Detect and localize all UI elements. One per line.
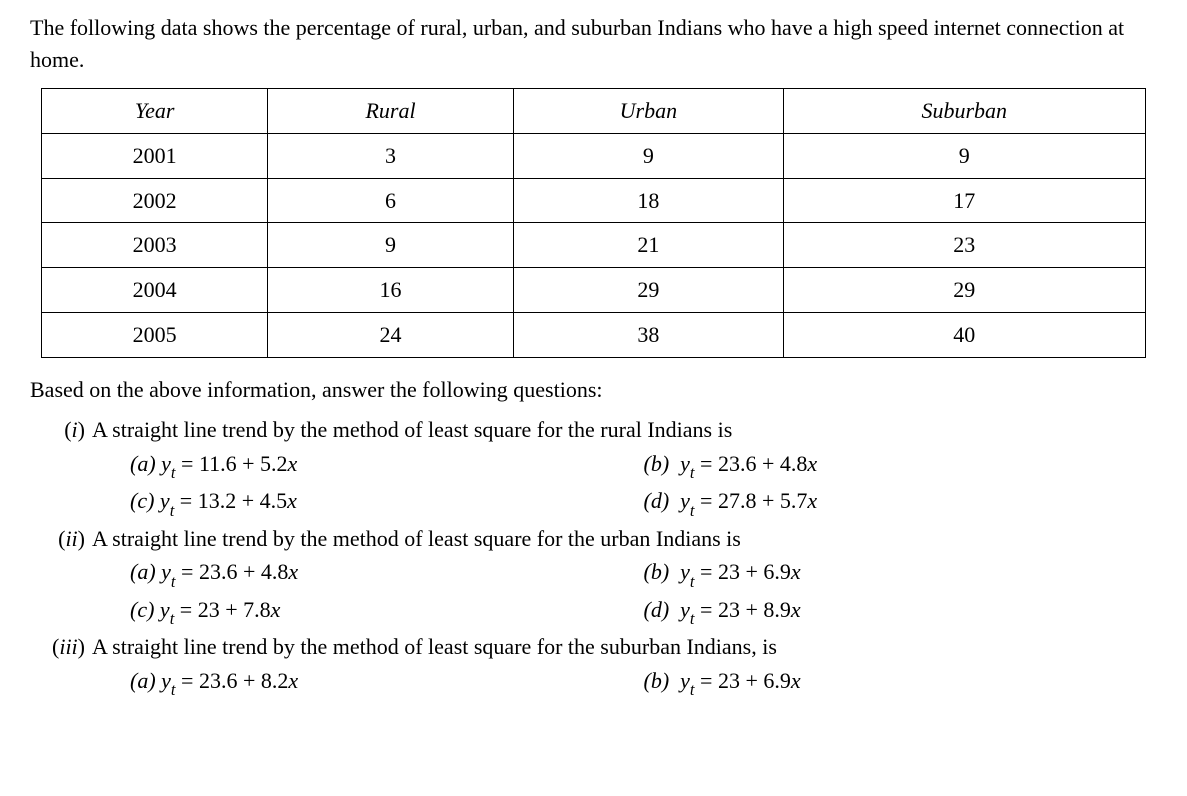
cell-urban: 29: [513, 268, 783, 313]
question-number: (i): [30, 414, 85, 446]
cell-rural: 16: [268, 268, 514, 313]
question-text: A straight line trend by the method of l…: [70, 631, 1157, 663]
instruction-text: Based on the above information, answer t…: [30, 374, 1157, 406]
cell-year: 2003: [42, 223, 268, 268]
cell-rural: 24: [268, 313, 514, 358]
question-1-options: (a) yt = 11.6 + 5.2x (b) yt = 23.6 + 4.8…: [30, 448, 1157, 523]
question-text: A straight line trend by the method of l…: [70, 523, 1157, 555]
cell-year: 2002: [42, 178, 268, 223]
cell-rural: 9: [268, 223, 514, 268]
header-year: Year: [42, 88, 268, 133]
data-table: Year Rural Urban Suburban 2001 3 9 9 200…: [41, 88, 1145, 358]
cell-urban: 9: [513, 133, 783, 178]
intro-text: The following data shows the percentage …: [30, 12, 1157, 76]
option-a: (a) yt = 23.6 + 8.2x: [130, 665, 644, 700]
option-c: (c) yt = 23 + 7.8x: [130, 594, 644, 629]
option-a: (a) yt = 23.6 + 4.8x: [130, 556, 644, 591]
option-a: (a) yt = 11.6 + 5.2x: [130, 448, 644, 483]
question-number: (iii): [30, 631, 85, 663]
intro-line-1: The following data shows the percentage …: [30, 15, 828, 40]
option-c: (c) yt = 13.2 + 4.5x: [130, 485, 644, 520]
question-2: (ii) A straight line trend by the method…: [30, 523, 1157, 555]
header-urban: Urban: [513, 88, 783, 133]
question-2-options: (a) yt = 23.6 + 4.8x (b) yt = 23 + 6.9x …: [30, 556, 1157, 631]
cell-rural: 3: [268, 133, 514, 178]
option-b: (b) yt = 23 + 6.9x: [644, 556, 1158, 591]
table-row: 2005 24 38 40: [42, 313, 1145, 358]
table-row: 2003 9 21 23: [42, 223, 1145, 268]
question-text: A straight line trend by the method of l…: [70, 414, 1157, 446]
cell-year: 2005: [42, 313, 268, 358]
question-3-options: (a) yt = 23.6 + 8.2x (b) yt = 23 + 6.9x: [30, 665, 1157, 702]
option-d: (d) yt = 23 + 8.9x: [644, 594, 1158, 629]
cell-urban: 18: [513, 178, 783, 223]
table-header-row: Year Rural Urban Suburban: [42, 88, 1145, 133]
cell-suburban: 9: [783, 133, 1145, 178]
header-suburban: Suburban: [783, 88, 1145, 133]
question-1: (i) A straight line trend by the method …: [30, 414, 1157, 446]
question-3: (iii) A straight line trend by the metho…: [30, 631, 1157, 663]
cell-suburban: 40: [783, 313, 1145, 358]
table-row: 2002 6 18 17: [42, 178, 1145, 223]
table-row: 2004 16 29 29: [42, 268, 1145, 313]
cell-urban: 38: [513, 313, 783, 358]
cell-rural: 6: [268, 178, 514, 223]
cell-year: 2004: [42, 268, 268, 313]
cell-year: 2001: [42, 133, 268, 178]
cell-urban: 21: [513, 223, 783, 268]
option-d: (d) yt = 27.8 + 5.7x: [644, 485, 1158, 520]
option-b: (b) yt = 23 + 6.9x: [644, 665, 1158, 700]
cell-suburban: 17: [783, 178, 1145, 223]
cell-suburban: 29: [783, 268, 1145, 313]
option-b: (b) yt = 23.6 + 4.8x: [644, 448, 1158, 483]
cell-suburban: 23: [783, 223, 1145, 268]
table-row: 2001 3 9 9: [42, 133, 1145, 178]
question-number: (ii): [30, 523, 85, 555]
header-rural: Rural: [268, 88, 514, 133]
